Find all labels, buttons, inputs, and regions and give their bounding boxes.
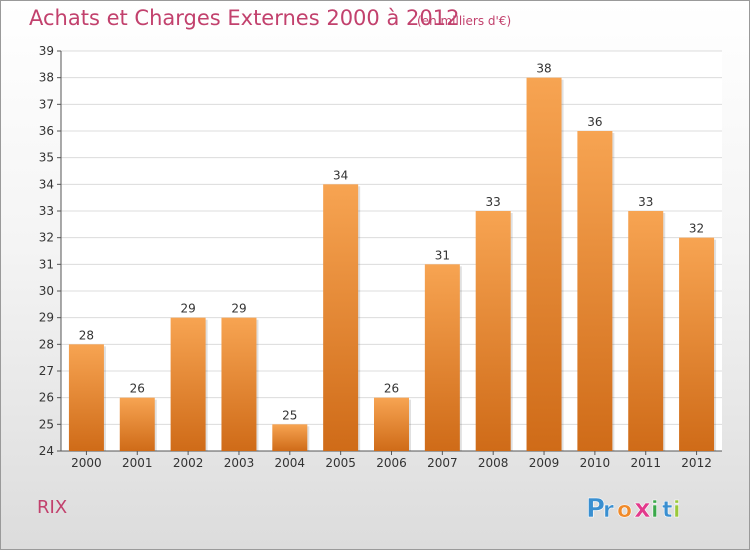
- y-tick-label: 35: [39, 151, 54, 165]
- data-label: 33: [638, 195, 653, 209]
- y-tick-label: 36: [39, 124, 54, 138]
- commune-name: RIX: [37, 497, 68, 518]
- x-tick-label: 2003: [224, 456, 255, 470]
- logo-letter: t: [662, 498, 673, 523]
- data-label: 26: [130, 382, 145, 396]
- bar: [628, 211, 664, 451]
- bar: [374, 397, 409, 451]
- x-tick-label: 2011: [630, 456, 661, 470]
- y-tick-label: 28: [39, 337, 54, 351]
- data-label: 31: [435, 248, 450, 262]
- y-tick-label: 37: [39, 97, 54, 111]
- x-tick-label: 2005: [325, 456, 356, 470]
- bar: [526, 77, 562, 452]
- logo-letter: x: [634, 494, 651, 524]
- data-label: 28: [79, 328, 94, 342]
- x-tick-label: 2007: [427, 456, 458, 470]
- unit-label: (en milliers d'€): [417, 14, 512, 28]
- data-label: 29: [180, 302, 195, 316]
- logo-letter: P: [586, 494, 605, 524]
- y-tick-label: 24: [39, 444, 54, 458]
- x-tick-label: 2000: [71, 456, 102, 470]
- logo-letter: i: [651, 498, 659, 523]
- bar: [170, 317, 206, 451]
- x-tick-label: 2012: [681, 456, 712, 470]
- y-tick-label: 30: [39, 284, 54, 298]
- bar: [679, 237, 715, 451]
- y-tick-label: 34: [39, 177, 54, 191]
- bar: [424, 264, 460, 451]
- data-label: 25: [282, 408, 297, 422]
- bar: [323, 184, 359, 452]
- bar: [221, 317, 257, 451]
- x-tick-label: 2009: [529, 456, 560, 470]
- bar: [272, 424, 308, 451]
- proxiti-logo: Pr o x i t i: [586, 494, 681, 525]
- x-tick-label: 2004: [275, 456, 306, 470]
- y-tick-label: 32: [39, 231, 54, 245]
- data-label: 29: [231, 302, 246, 316]
- bar: [577, 131, 613, 451]
- x-tick-label: 2006: [376, 456, 407, 470]
- y-tick-label: 29: [39, 311, 54, 325]
- data-label: 26: [384, 382, 399, 396]
- data-label: 38: [536, 62, 551, 76]
- y-tick-label: 26: [39, 391, 54, 405]
- x-tick-label: 2010: [580, 456, 611, 470]
- y-tick-label: 31: [39, 257, 54, 271]
- y-tick-label: 33: [39, 204, 54, 218]
- bar: [68, 344, 104, 451]
- y-tick-label: 25: [39, 417, 54, 431]
- bar: [119, 397, 155, 451]
- data-label: 33: [486, 195, 501, 209]
- logo-letter: r: [603, 498, 614, 523]
- x-tick-label: 2001: [122, 456, 153, 470]
- x-tick-label: 2008: [478, 456, 509, 470]
- chart-title: Achats et Charges Externes 2000 à 2012: [29, 6, 460, 30]
- data-label: 34: [333, 168, 348, 182]
- logo-letter: i: [673, 498, 681, 523]
- data-label: 36: [587, 115, 602, 129]
- y-tick-label: 27: [39, 364, 54, 378]
- data-label: 32: [689, 222, 704, 236]
- y-tick-label: 38: [39, 71, 54, 85]
- y-tick-label: 39: [39, 44, 54, 58]
- x-tick-label: 2002: [173, 456, 204, 470]
- logo-letter: o: [617, 498, 632, 523]
- bar: [475, 211, 511, 451]
